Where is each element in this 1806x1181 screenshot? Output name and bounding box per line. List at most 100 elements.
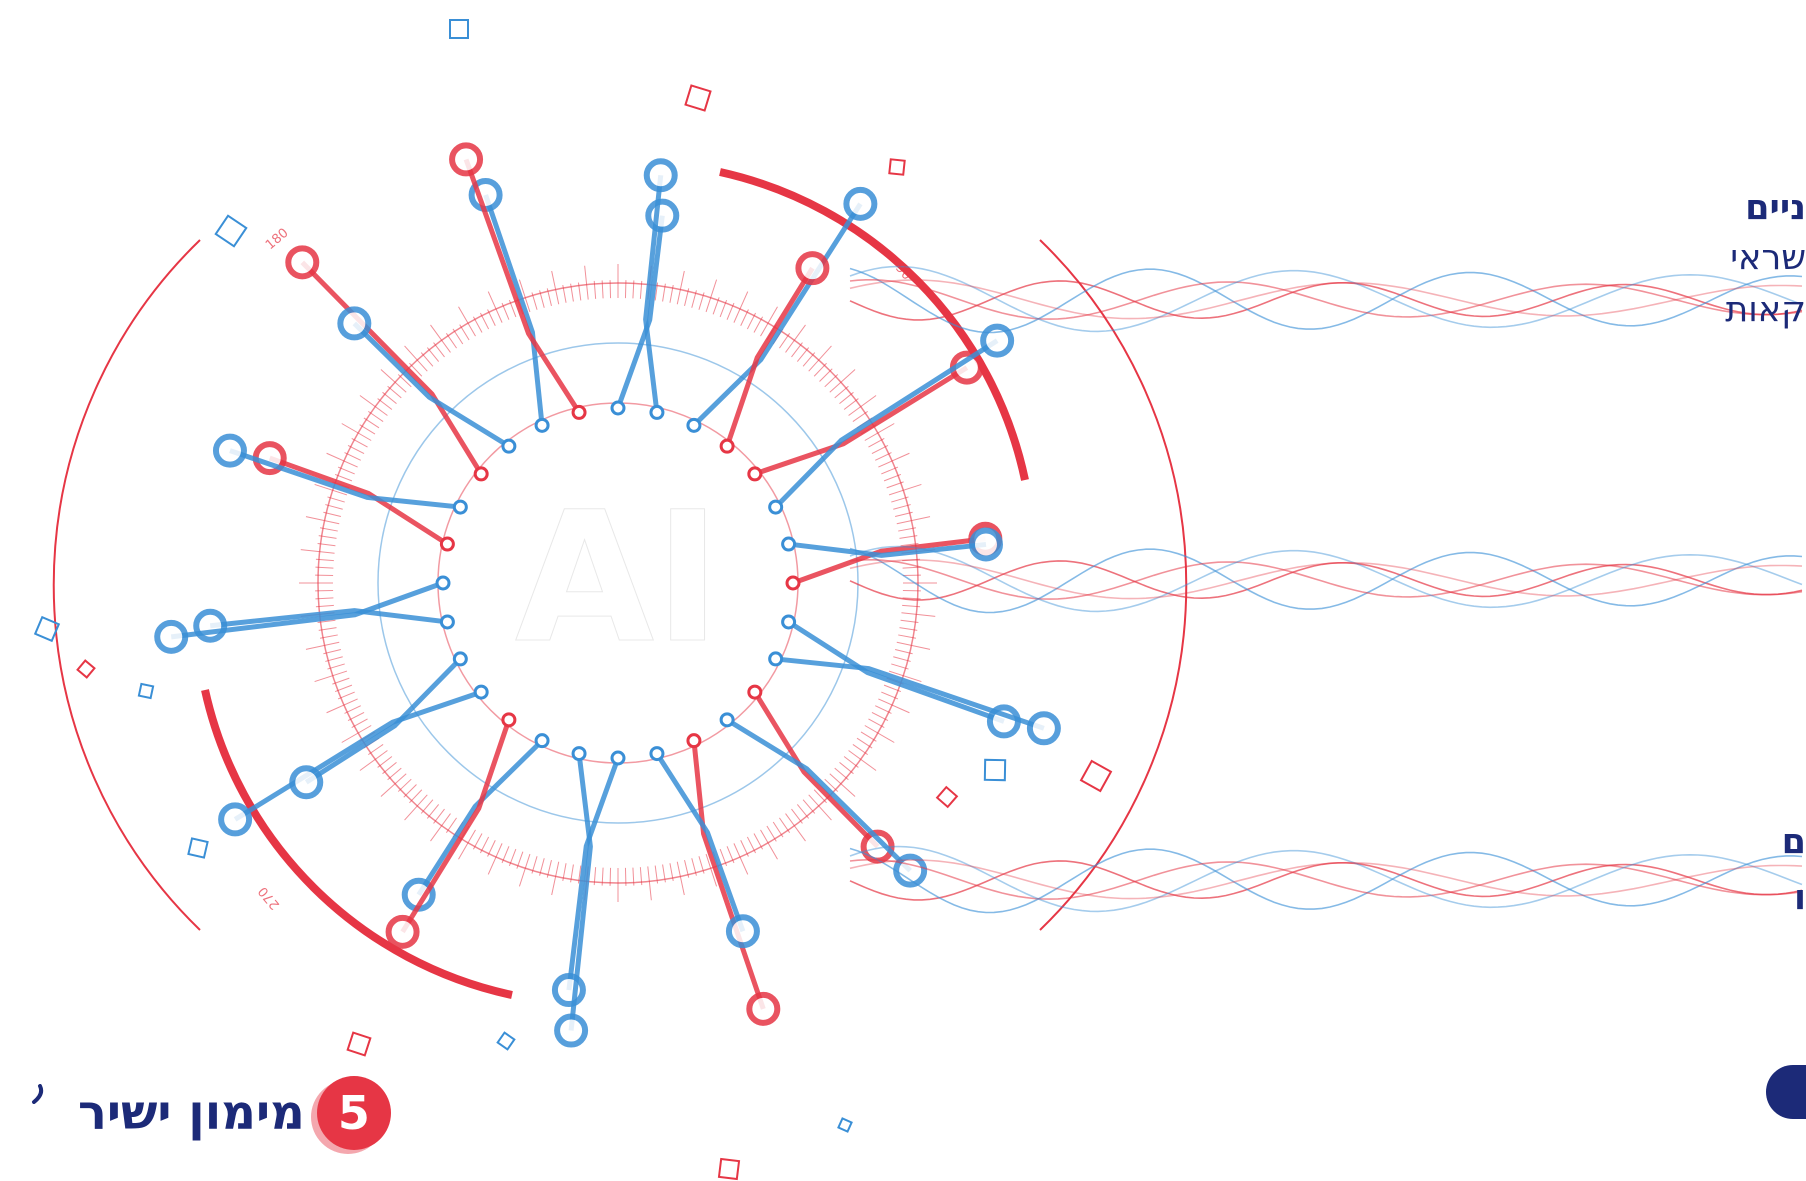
circuit-terminal (968, 527, 1003, 562)
decor-square (496, 1031, 516, 1051)
circuit-node (501, 438, 517, 454)
circuit-terminal (643, 158, 678, 193)
outer-arc-right (1039, 239, 1188, 931)
tick-mark (300, 549, 335, 554)
circuit-node (785, 575, 801, 591)
tick-mark (584, 265, 589, 300)
thick-arc-top-right (719, 168, 1029, 481)
decor-square (449, 19, 469, 39)
circuit-node (747, 466, 763, 482)
circuit-node (768, 651, 784, 667)
wave-streams (849, 265, 1803, 914)
wave-line (849, 267, 1803, 334)
ai-watermark: AI (515, 474, 721, 683)
tick-mark (760, 829, 778, 860)
circuit-node (452, 499, 468, 515)
ring-middle (377, 342, 859, 824)
tick-mark (551, 861, 560, 896)
tick-mark (458, 829, 476, 860)
tick-mark (430, 813, 451, 842)
tick-mark (359, 750, 388, 771)
circuit-terminal (212, 433, 247, 468)
circuit-trace (752, 690, 880, 849)
circuit-node (686, 417, 702, 433)
wave-line (849, 280, 1803, 321)
decor-square (76, 659, 96, 679)
tick-mark (888, 670, 922, 683)
circuit-node (473, 466, 489, 482)
circuit-terminal (289, 765, 324, 800)
circuit-trace (352, 321, 511, 449)
circuit-trace (268, 455, 449, 547)
tick-mark (359, 395, 388, 416)
decor-square (717, 1157, 741, 1181)
tick-mark (551, 270, 560, 305)
tick-mark (733, 291, 749, 323)
circuit-trace (615, 215, 665, 409)
circuit-trace (775, 656, 1045, 731)
circuit-node (649, 746, 665, 762)
tick-mark (647, 866, 652, 901)
decor-square (1079, 759, 1113, 793)
tick-mark (341, 423, 372, 441)
ring-outer (317, 282, 919, 884)
circuit-trace (787, 619, 1005, 724)
wave-line (849, 560, 1803, 601)
circuit-trace (463, 158, 582, 414)
circuit-node (719, 438, 735, 454)
circuit-terminal (218, 802, 253, 837)
tick-mark (888, 483, 922, 496)
decor-square (214, 214, 248, 248)
wave-line (849, 559, 1803, 600)
wave-line (849, 860, 1803, 901)
text-fragment-2: שראי (1730, 238, 1806, 278)
wave-line (849, 559, 1803, 600)
circuit-trace (209, 608, 448, 629)
decor-square (888, 158, 906, 176)
tick-mark (487, 843, 503, 875)
tick-mark (676, 270, 685, 305)
circuit-trace (725, 717, 912, 873)
text-fragment-4: ם (1781, 822, 1806, 862)
decor-square (837, 1117, 853, 1133)
scattered-squares (33, 19, 1113, 1181)
circuit-spokes (154, 142, 1061, 1048)
tick-mark (896, 516, 931, 525)
tick-mark (430, 324, 451, 353)
circuit-node (768, 499, 784, 515)
tick-mark (487, 291, 503, 323)
circuit-trace (400, 719, 512, 934)
circuit-terminal (337, 306, 372, 341)
headline-fragment-1: ניים (1745, 188, 1806, 228)
outer-arc-left (52, 239, 201, 931)
brand-logo: מימון ישיר 5 (78, 1073, 391, 1153)
tick-mark (314, 670, 348, 683)
circuit-terminal (795, 251, 830, 286)
circuit-terminal (746, 991, 781, 1026)
text-fragment-3: קאות (1725, 290, 1806, 330)
circuit-terminal (645, 198, 680, 233)
circuit-node (473, 684, 489, 700)
tick-mark (705, 853, 718, 887)
circuit-trace (654, 752, 746, 933)
wave-line (849, 265, 1803, 333)
circuit-terminal (449, 142, 484, 177)
circuit-node (534, 417, 550, 433)
thick-arc-bottom-left (201, 689, 513, 999)
circuit-node (452, 651, 468, 667)
circuit-node (781, 614, 797, 630)
tick-mark (733, 843, 749, 875)
wave-line (849, 845, 1803, 913)
brand-badge-icon: 5 (316, 1076, 391, 1150)
circuit-trace (304, 657, 463, 785)
circuit-trace (416, 738, 544, 897)
circuit-terminal (1026, 711, 1061, 746)
decor-square (684, 84, 712, 112)
wave-line (849, 547, 1803, 614)
circuit-trace (754, 365, 969, 477)
tick-mark (901, 612, 936, 617)
circuit-node (534, 733, 550, 749)
circuit-terminal (980, 323, 1015, 358)
wave-line (849, 279, 1803, 320)
